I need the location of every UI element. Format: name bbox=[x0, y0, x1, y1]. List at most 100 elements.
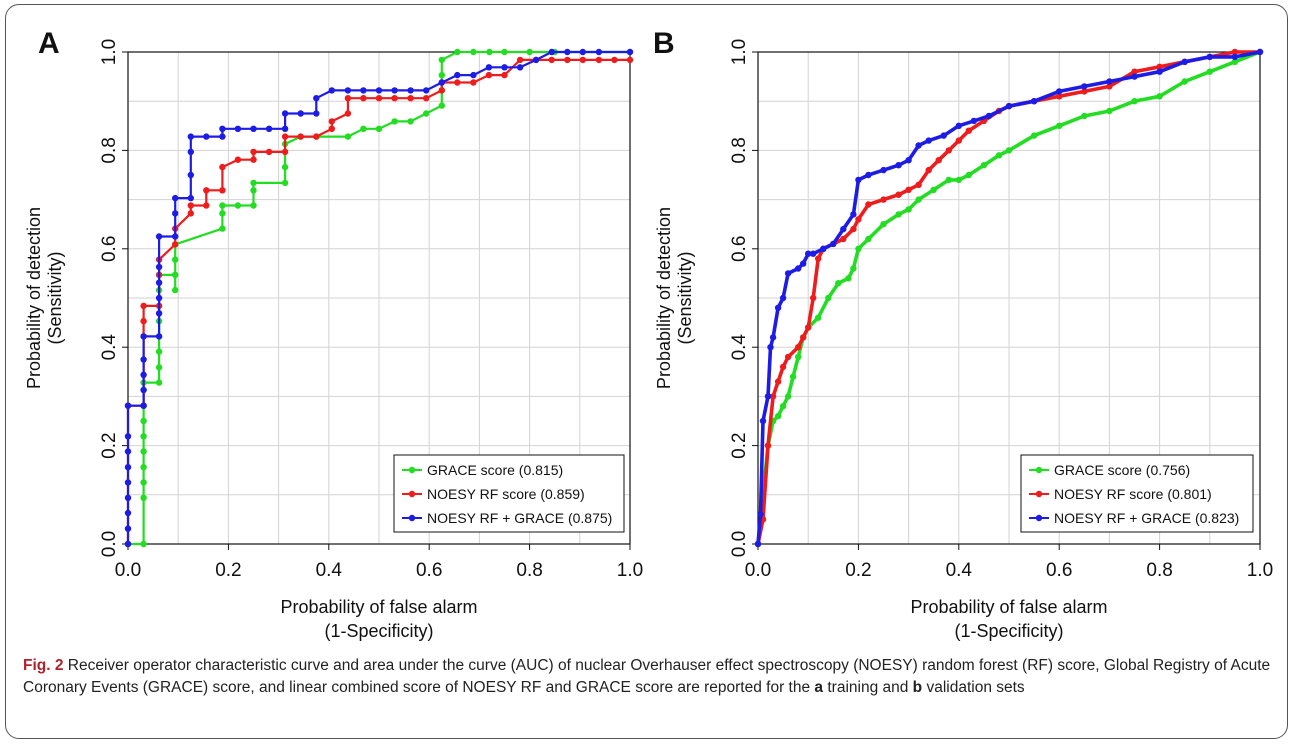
data-point bbox=[789, 373, 797, 380]
data-point bbox=[172, 194, 179, 202]
data-point bbox=[1156, 63, 1163, 70]
data-point bbox=[880, 166, 887, 174]
data-point bbox=[855, 176, 862, 184]
legend-swatch-point bbox=[408, 466, 416, 474]
data-point bbox=[250, 148, 257, 156]
data-point bbox=[795, 353, 802, 361]
data-point bbox=[140, 464, 147, 471]
data-point bbox=[485, 64, 493, 71]
data-point bbox=[391, 87, 398, 94]
data-point bbox=[767, 344, 774, 351]
data-point bbox=[234, 125, 242, 132]
data-point bbox=[265, 148, 273, 156]
data-point bbox=[501, 64, 508, 71]
caption-letter-b: b bbox=[912, 679, 923, 696]
data-point bbox=[915, 142, 922, 149]
data-point bbox=[626, 56, 634, 64]
data-point bbox=[187, 171, 194, 179]
data-point bbox=[470, 48, 477, 56]
data-point bbox=[172, 210, 179, 217]
y-tick-label: 0.6 bbox=[729, 236, 750, 262]
data-point bbox=[423, 87, 430, 94]
data-point bbox=[970, 117, 978, 125]
data-point bbox=[438, 56, 445, 64]
data-point bbox=[360, 95, 367, 102]
data-point bbox=[820, 245, 827, 252]
caption-letter-a: a bbox=[814, 679, 824, 696]
legend-entry-label: NOESY RF + GRACE (0.823) bbox=[1054, 510, 1239, 526]
y-tick-label: 1.0 bbox=[99, 39, 120, 65]
data-point bbox=[155, 379, 163, 386]
data-point bbox=[219, 163, 226, 171]
panel-label: A bbox=[38, 27, 60, 60]
data-point bbox=[140, 317, 147, 325]
data-point bbox=[297, 133, 304, 140]
y-axis-label-secondary: (Sensitivity) bbox=[45, 251, 65, 344]
data-point bbox=[1106, 78, 1113, 85]
data-point bbox=[905, 186, 912, 193]
data-point bbox=[140, 494, 147, 501]
data-point bbox=[344, 133, 352, 140]
data-point bbox=[925, 137, 932, 144]
data-point bbox=[774, 378, 782, 385]
y-tick-label: 0.8 bbox=[729, 137, 750, 163]
x-tick-label: 0.4 bbox=[946, 560, 973, 581]
data-point bbox=[203, 202, 210, 209]
data-point bbox=[328, 87, 335, 94]
data-point bbox=[155, 310, 163, 317]
data-point bbox=[995, 152, 1003, 159]
data-point bbox=[1181, 78, 1188, 85]
data-point bbox=[407, 118, 414, 125]
data-point bbox=[935, 157, 942, 164]
data-point bbox=[1231, 48, 1239, 56]
data-point bbox=[532, 56, 540, 64]
data-point bbox=[344, 110, 352, 117]
data-point bbox=[360, 125, 367, 132]
caption-text-part1: Receiver operator characteristic curve a… bbox=[23, 657, 1271, 696]
data-point bbox=[501, 48, 508, 56]
data-point bbox=[611, 56, 618, 64]
data-point bbox=[915, 196, 922, 203]
data-point bbox=[800, 334, 807, 341]
data-point bbox=[124, 479, 132, 486]
data-point bbox=[1081, 88, 1088, 95]
data-point bbox=[172, 241, 179, 248]
data-point bbox=[1056, 88, 1063, 95]
data-point bbox=[795, 344, 802, 351]
series-combined bbox=[754, 48, 1264, 548]
x-axis-label: Probability of false alarm bbox=[910, 597, 1107, 617]
data-point bbox=[835, 280, 842, 287]
data-point bbox=[155, 294, 163, 302]
data-point bbox=[1081, 83, 1088, 90]
x-axis-label: Probability of false alarm bbox=[280, 597, 477, 617]
data-point bbox=[526, 48, 533, 56]
data-point bbox=[124, 540, 132, 548]
data-point bbox=[234, 202, 242, 209]
data-point bbox=[140, 402, 147, 409]
data-point bbox=[769, 334, 777, 341]
data-point bbox=[155, 263, 163, 271]
data-point bbox=[845, 275, 852, 282]
data-point bbox=[1005, 147, 1013, 154]
data-point bbox=[155, 348, 163, 355]
data-point bbox=[784, 393, 792, 400]
data-point bbox=[1156, 93, 1163, 100]
y-tick-label: 0.2 bbox=[729, 432, 750, 458]
data-point bbox=[438, 102, 445, 109]
data-point bbox=[1156, 68, 1163, 75]
data-point bbox=[980, 162, 988, 169]
data-point bbox=[219, 125, 226, 132]
data-point bbox=[391, 95, 398, 102]
data-point bbox=[297, 110, 304, 117]
data-point bbox=[805, 324, 812, 331]
data-point bbox=[454, 71, 461, 79]
legend-swatch-point bbox=[408, 514, 416, 522]
data-point bbox=[774, 412, 782, 420]
data-point bbox=[764, 393, 772, 400]
data-point bbox=[1181, 58, 1188, 65]
data-point bbox=[423, 110, 430, 117]
data-point bbox=[595, 48, 603, 56]
data-point bbox=[805, 250, 812, 257]
data-point bbox=[830, 240, 837, 248]
data-point bbox=[595, 56, 603, 64]
